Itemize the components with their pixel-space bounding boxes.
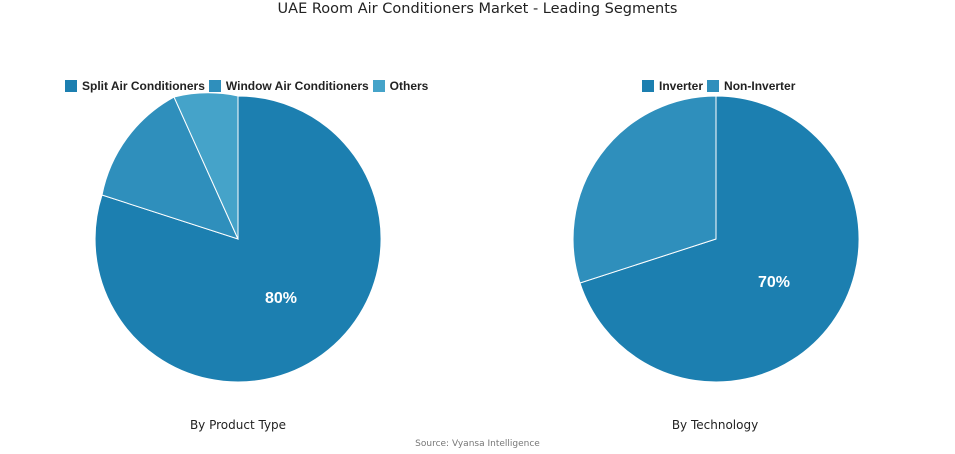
subtitle-product-type: By Product Type — [189, 418, 287, 432]
legend-label: Others — [389, 79, 429, 93]
legend-label: Window Air Conditioners — [225, 79, 369, 93]
legend-swatch-inverter — [642, 80, 654, 92]
legend-swatch-non-inverter — [707, 80, 720, 92]
chart-title: UAE Room Air Conditioners Market - Leadi… — [277, 1, 678, 17]
pie-product-type: 80% — [94, 92, 382, 383]
legend-product-type: Split Air Conditioners Window Air Condit… — [65, 79, 432, 93]
legend-label: Inverter — [659, 79, 704, 93]
slice-window[interactable] — [101, 96, 239, 240]
slice-non-inverter[interactable] — [572, 95, 717, 284]
slice-others[interactable] — [173, 92, 239, 240]
legend-swatch-split — [65, 80, 77, 92]
legend-item-inverter[interactable]: Inverter — [642, 79, 703, 93]
pie-technology: 70% — [572, 95, 860, 383]
legend-item-split[interactable]: Split Air Conditioners — [65, 79, 205, 93]
legend-label: Split Air Conditioners — [82, 79, 205, 93]
legend-item-non-inverter[interactable]: Non-Inverter — [707, 79, 795, 93]
legend-technology: Inverter Non-Inverter — [642, 79, 799, 93]
slice-label-inverter: 70% — [758, 274, 790, 291]
legend-item-window[interactable]: Window Air Conditioners — [208, 79, 369, 93]
legend-item-others[interactable]: Others — [372, 79, 429, 93]
source-note: Source: Vyansa Intelligence — [415, 439, 540, 449]
legend-label: Non-Inverter — [724, 79, 796, 93]
slice-label-split: 80% — [265, 290, 297, 307]
subtitle-technology: By Technology — [671, 418, 759, 432]
slice-inverter[interactable] — [579, 95, 860, 383]
legend-swatch-others — [372, 80, 385, 92]
legend-swatch-window — [208, 80, 221, 92]
